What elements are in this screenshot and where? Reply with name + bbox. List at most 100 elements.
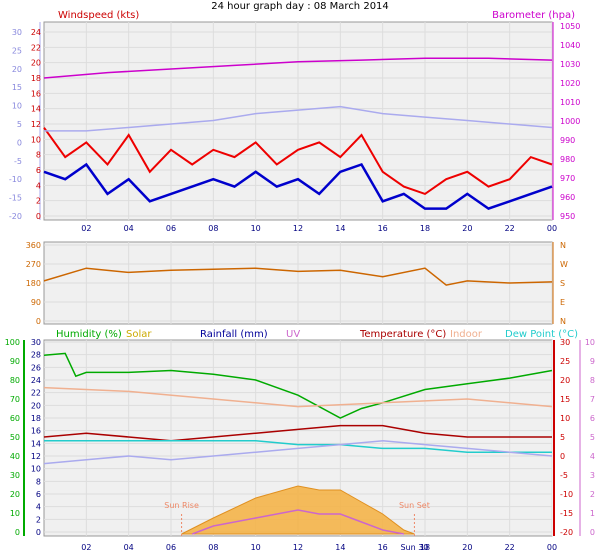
temp-tick-label: -5 (14, 157, 22, 166)
rain-tick-label: 12 (31, 452, 41, 461)
uv-tick-label: 8 (590, 376, 595, 385)
temperature-line (43, 424, 552, 442)
legend-item: Humidity (%) (56, 329, 122, 340)
x-tick-label: 10 (251, 224, 261, 233)
x-tick-label: 02 (81, 224, 91, 233)
temp-tick-label: 20 (12, 65, 22, 74)
x-tick-label: 04 (124, 224, 134, 233)
temp-tick-label: -10 (560, 490, 573, 499)
temp-tick-label: 10 (12, 102, 22, 111)
temp-tick-label: -20 (9, 212, 22, 221)
legend-item: Temperature (°C) (359, 329, 446, 340)
direction-tick-label: 0 (36, 317, 41, 326)
uv-tick-label: 3 (590, 471, 595, 480)
legend-item: UV (286, 329, 300, 340)
temp-tick-label: 0 (560, 452, 565, 461)
compass-label: S (560, 279, 565, 288)
barometer-tick-label: 970 (560, 174, 575, 183)
rain-tick-label: 24 (31, 376, 41, 385)
humidity-tick-label: 60 (10, 414, 20, 423)
wind-tick-label: 8 (36, 151, 41, 160)
wind-grid (44, 22, 553, 220)
x-tick-label: 22 (505, 543, 515, 552)
x-tick-label: 06 (166, 224, 176, 233)
temp-tick-label: 15 (560, 395, 570, 404)
x-tick-label: 18 (420, 543, 430, 552)
direction-tick-label: 360 (26, 241, 41, 250)
rain-tick-label: 14 (31, 439, 41, 448)
wind-tick-label: 24 (31, 28, 41, 37)
temperature_scale_line-line (44, 105, 553, 132)
barometer-tick-label: 1010 (560, 98, 580, 107)
rain-tick-label: 20 (31, 401, 41, 410)
barometer-tick-label: 1000 (560, 117, 580, 126)
compass-label: W (560, 260, 568, 269)
indoor-line (43, 386, 553, 408)
temp-tick-label: -5 (560, 471, 568, 480)
humidity-tick-label: 40 (10, 452, 20, 461)
legend-item: Rainfall (mm) (200, 329, 268, 340)
humidity-tick-label: 100 (5, 338, 20, 347)
sunrise-label: Sun Rise (164, 501, 199, 510)
x-tick-label: 06 (166, 543, 176, 552)
barometer-tick-label: 980 (560, 155, 575, 164)
x-tick-label: 04 (124, 543, 134, 552)
x-tick-label: 12 (293, 224, 303, 233)
direction-right-ticks: N W S E N (560, 241, 568, 326)
x-tick-label: 20 (462, 224, 472, 233)
wind-tick-label: 10 (31, 135, 41, 144)
rain-tick-label: 4 (36, 503, 41, 512)
uv-tick-label: 1 (590, 509, 595, 518)
humidity-tick-label: 10 (10, 509, 20, 518)
uv-tick-label: 4 (590, 452, 595, 461)
direction-grid (44, 242, 553, 324)
temperature-ticks: 30 25 20 15 10 5 0 -5 -10 -15 -20 (560, 338, 573, 537)
direction-series (43, 267, 553, 286)
legend-item: Solar (126, 329, 152, 340)
wind-tick-label: 6 (36, 166, 41, 175)
wind-tick-label: 20 (31, 59, 41, 68)
x-tick-label: 02 (81, 543, 91, 552)
wind-panel: Windspeed (kts) Barometer (hpa) 24222018… (9, 10, 580, 233)
gust-line (43, 127, 553, 196)
barometer-tick-label: 960 (560, 193, 575, 202)
x-tick-label: 00 (547, 543, 557, 552)
temp-tick-label: -15 (560, 509, 573, 518)
rain-tick-label: 26 (31, 363, 41, 372)
temp_alt-line (43, 440, 553, 465)
uv-tick-label: 9 (590, 357, 595, 366)
temp-tick-label: 0 (17, 138, 22, 147)
x-tick-label: 12 (293, 543, 303, 552)
temp-tick-label: -10 (9, 175, 22, 184)
legend-item: Indoor (450, 329, 483, 340)
barometer-line (43, 57, 553, 79)
humidity-series: Sun Rise Sun Set (43, 352, 553, 536)
uv-line (191, 509, 404, 535)
temp-tick-label: 5 (17, 120, 22, 129)
humidity-tick-label: 20 (10, 490, 20, 499)
barometer-tick-label: 1030 (560, 60, 580, 69)
sunset-label: Sun Set (399, 501, 430, 510)
direction-tick-label: 90 (31, 298, 41, 307)
humidity-tick-label: 50 (10, 433, 20, 442)
wind-tick-label: 12 (31, 120, 41, 129)
humidity-legend: Humidity (%) Solar Rainfall (mm) UV Temperat… (56, 329, 578, 340)
x-tick-label: 08 (208, 543, 218, 552)
wind-tick-label: 4 (36, 181, 41, 190)
uv-tick-label: 6 (590, 414, 595, 423)
rain-tick-label: 6 (36, 490, 41, 499)
barometer-tick-label: 1020 (560, 79, 580, 88)
x-tick-label: 20 (462, 543, 472, 552)
x-tick-label: 10 (251, 543, 261, 552)
average-line (43, 162, 553, 210)
uv-tick-label: 10 (585, 338, 595, 347)
dewpoint-line (44, 440, 552, 453)
barometer-tick-label: 990 (560, 136, 575, 145)
rain-tick-label: 18 (31, 414, 41, 423)
temp-tick-label: 5 (560, 433, 565, 442)
legend-item: Dew Point (°C) (505, 329, 578, 340)
x-tick-label: 08 (208, 224, 218, 233)
